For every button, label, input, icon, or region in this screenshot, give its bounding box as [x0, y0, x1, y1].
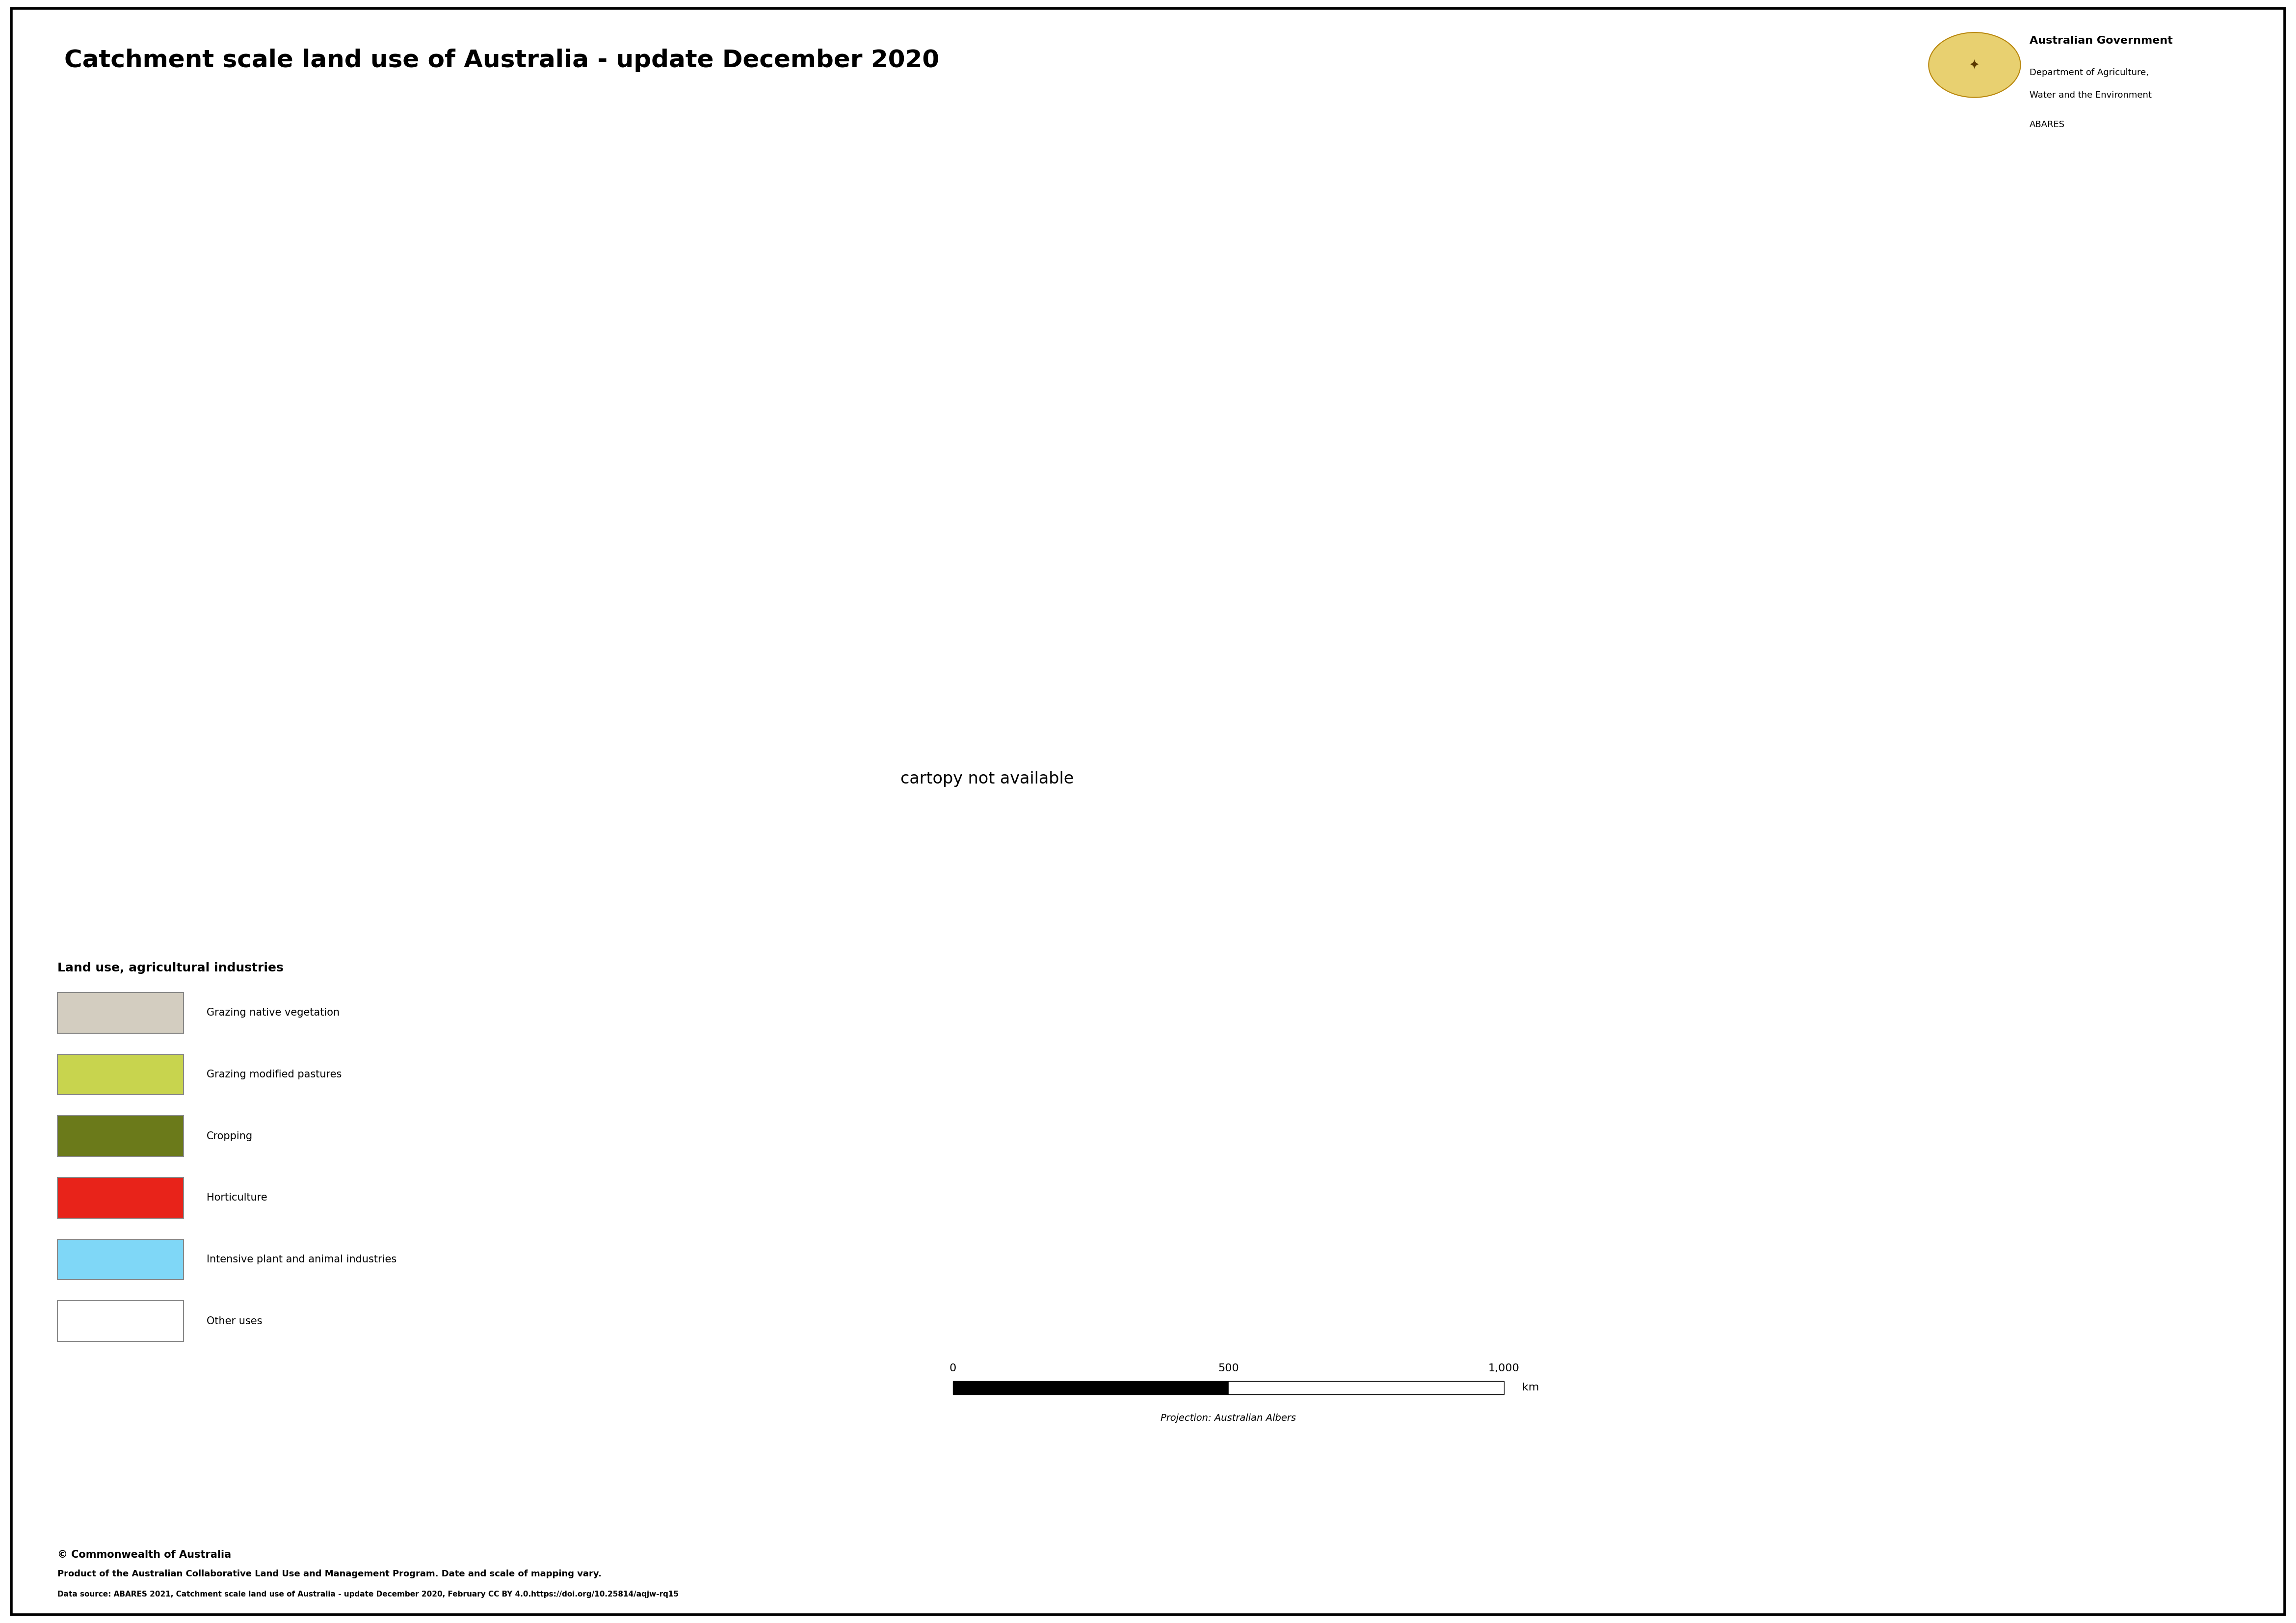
Text: Cropping: Cropping — [207, 1131, 253, 1141]
Text: Catchment scale land use of Australia - update December 2020: Catchment scale land use of Australia - … — [64, 49, 939, 73]
Bar — [953, 1381, 1504, 1394]
Bar — [57, 1055, 184, 1094]
Text: Other uses: Other uses — [207, 1316, 262, 1326]
Text: Intensive plant and animal industries: Intensive plant and animal industries — [207, 1255, 397, 1264]
Text: 1,000: 1,000 — [1488, 1363, 1520, 1373]
Bar — [57, 1178, 184, 1217]
Text: km: km — [1522, 1383, 1538, 1393]
Text: ✦: ✦ — [1970, 58, 1979, 71]
Text: Department of Agriculture,: Department of Agriculture, — [2030, 68, 2149, 76]
Text: Grazing native vegetation: Grazing native vegetation — [207, 1008, 340, 1018]
Bar — [57, 1117, 184, 1156]
Text: Data source: ABARES 2021, Catchment scale land use of Australia - update Decembe: Data source: ABARES 2021, Catchment scal… — [57, 1591, 680, 1599]
Text: Horticulture: Horticulture — [207, 1193, 266, 1203]
Text: Australian Government: Australian Government — [2030, 36, 2172, 45]
Text: 0: 0 — [948, 1363, 957, 1373]
Text: Projection: Australian Albers: Projection: Australian Albers — [1162, 1414, 1295, 1423]
Bar — [953, 1381, 1228, 1394]
Text: 500: 500 — [1217, 1363, 1240, 1373]
Bar — [57, 1302, 184, 1341]
Text: Grazing modified pastures: Grazing modified pastures — [207, 1070, 342, 1079]
Text: Water and the Environment: Water and the Environment — [2030, 91, 2151, 99]
Circle shape — [1929, 32, 2020, 97]
Bar — [57, 1240, 184, 1279]
Text: Land use, agricultural industries: Land use, agricultural industries — [57, 962, 282, 974]
Bar — [1228, 1381, 1504, 1394]
Text: cartopy not available: cartopy not available — [900, 771, 1075, 787]
Text: © Commonwealth of Australia: © Commonwealth of Australia — [57, 1550, 232, 1560]
Text: Product of the Australian Collaborative Land Use and Management Program. Date an: Product of the Australian Collaborative … — [57, 1569, 602, 1578]
Text: ABARES: ABARES — [2030, 120, 2064, 128]
Bar — [57, 993, 184, 1034]
